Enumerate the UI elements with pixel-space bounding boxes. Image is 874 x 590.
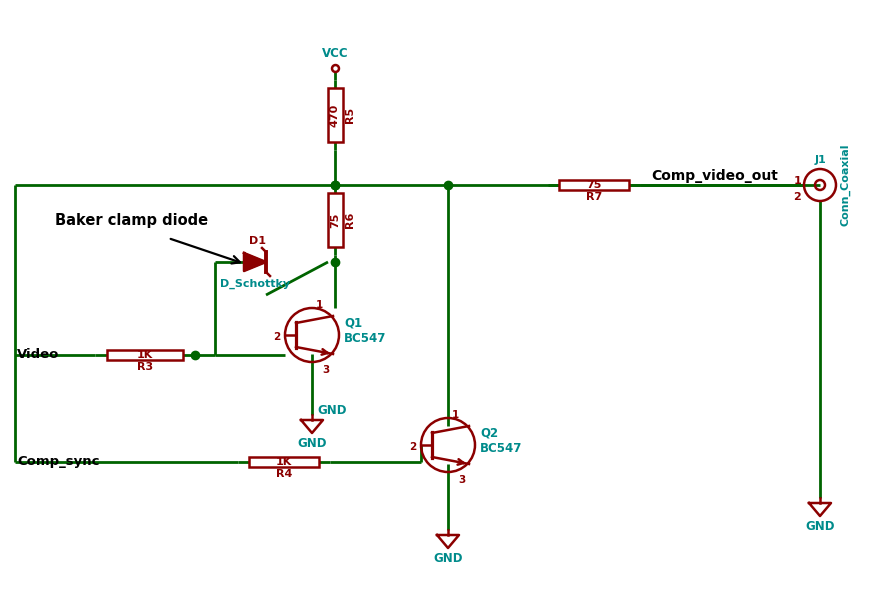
Text: Q2: Q2 (480, 427, 498, 440)
Text: VCC: VCC (322, 47, 349, 60)
FancyBboxPatch shape (249, 457, 319, 467)
Text: Q1: Q1 (344, 316, 362, 329)
Text: 1: 1 (794, 176, 801, 186)
Text: D_Schottky: D_Schottky (220, 279, 290, 289)
Text: 2: 2 (273, 332, 280, 342)
Text: Video: Video (17, 349, 59, 362)
Text: 1: 1 (452, 410, 459, 420)
Text: BC547: BC547 (344, 332, 386, 345)
Text: GND: GND (434, 552, 462, 565)
Text: GND: GND (297, 437, 327, 450)
Text: Baker clamp diode: Baker clamp diode (55, 212, 208, 228)
Text: R6: R6 (345, 212, 356, 228)
Text: D1: D1 (248, 236, 266, 246)
Text: 3: 3 (322, 365, 329, 375)
Text: Conn_Coaxial: Conn_Coaxial (840, 144, 850, 226)
Text: 1: 1 (316, 300, 323, 310)
Text: J1: J1 (814, 155, 826, 165)
Text: 75: 75 (586, 180, 601, 190)
Text: 2: 2 (794, 192, 801, 202)
Text: Comp_video_out: Comp_video_out (651, 169, 778, 183)
Text: R3: R3 (137, 362, 153, 372)
Text: 75: 75 (330, 212, 340, 228)
Text: 2: 2 (409, 442, 416, 452)
Text: 1K: 1K (137, 350, 153, 360)
Text: R4: R4 (276, 469, 292, 479)
Text: R5: R5 (345, 107, 356, 123)
Text: 1K: 1K (276, 457, 292, 467)
Text: 3: 3 (458, 475, 465, 485)
Text: 470: 470 (330, 103, 340, 127)
Text: R7: R7 (586, 192, 602, 202)
Text: GND: GND (805, 520, 835, 533)
FancyBboxPatch shape (559, 180, 629, 190)
Text: GND: GND (317, 405, 346, 418)
Text: BC547: BC547 (480, 441, 523, 454)
FancyBboxPatch shape (328, 194, 343, 247)
FancyBboxPatch shape (328, 88, 343, 142)
Text: Comp_sync: Comp_sync (17, 455, 100, 468)
Polygon shape (244, 253, 266, 271)
FancyBboxPatch shape (107, 350, 183, 360)
